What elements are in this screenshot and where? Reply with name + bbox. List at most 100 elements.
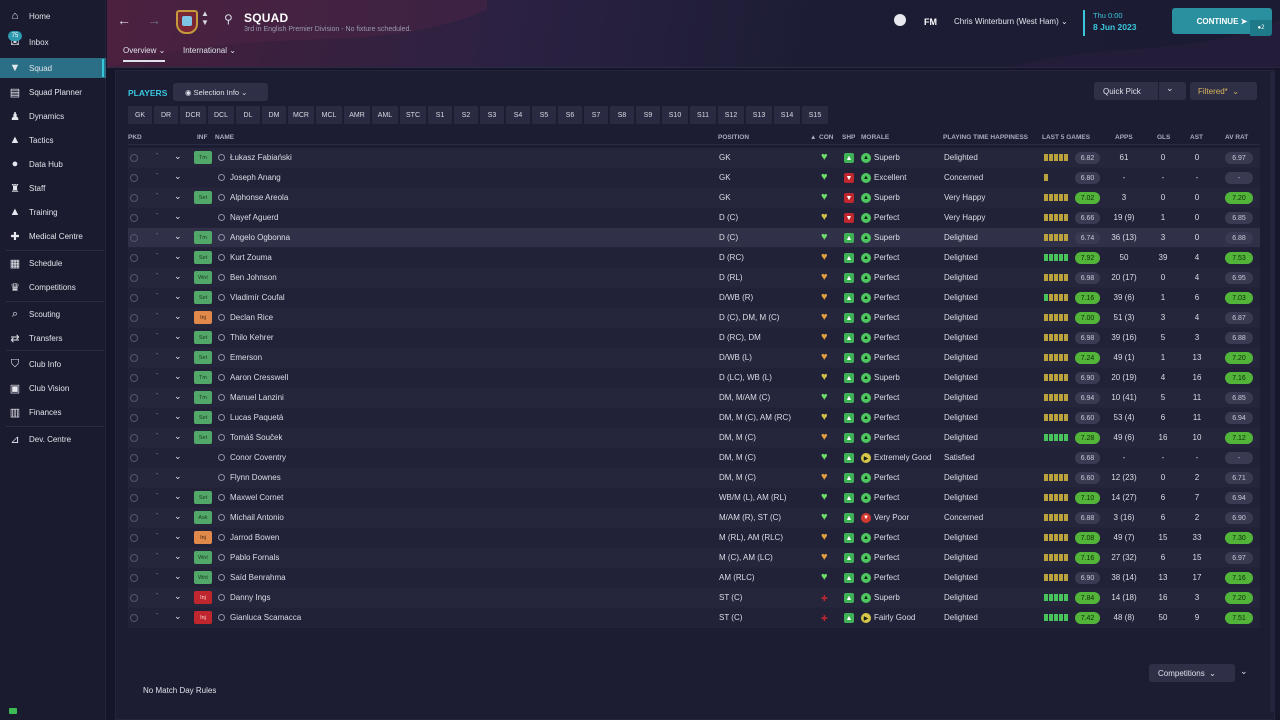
col-last5[interactable]: LAST 5 GAMES <box>1042 134 1091 141</box>
tab-overview[interactable]: Overview ⌄ <box>123 46 166 62</box>
picked-toggle[interactable] <box>130 454 138 462</box>
info-badge[interactable]: Wnt <box>194 271 212 284</box>
table-row[interactable]: - ⌄ Wnt Pablo Fornals M (C), AM (LC) ♥ ▲ ▲ Perfe… <box>128 548 1260 568</box>
chevron-down-icon[interactable]: ⌄ <box>174 551 182 561</box>
chevron-down-icon[interactable]: ⌄ <box>174 251 182 261</box>
sidebar-item-inbox[interactable]: ✉ Inbox <box>0 32 106 52</box>
info-badge[interactable]: Tm <box>194 151 212 164</box>
player-name[interactable]: Maxwel Cornet <box>230 493 284 502</box>
picked-toggle[interactable] <box>130 314 138 322</box>
player-name[interactable]: Saïd Benrahma <box>230 573 286 582</box>
player-name[interactable]: Flynn Downes <box>230 473 281 482</box>
player-name[interactable]: Aaron Cresswell <box>230 373 289 382</box>
info-badge[interactable]: Inj <box>194 311 212 324</box>
table-row[interactable]: - ⌄ Set Emerson D/WB (L) ♥ ▲ ▲ Perfect Delighted 7… <box>128 348 1260 368</box>
player-name[interactable]: Pablo Fornals <box>230 553 280 562</box>
player-name[interactable]: Jarrod Bowen <box>230 533 280 542</box>
chevron-down-icon[interactable]: ⌄ <box>174 351 182 361</box>
info-badge[interactable]: Wnt <box>194 551 212 564</box>
position-filter-aml[interactable]: AML <box>372 106 398 124</box>
player-name[interactable]: Joseph Anang <box>230 173 281 182</box>
position-filter-s12[interactable]: S12 <box>718 106 744 124</box>
table-row[interactable]: - ⌄ Set Maxwel Cornet WB/M (L), AM (RL) ♥ ▲ ▲ Pe… <box>128 488 1260 508</box>
search-icon[interactable]: ⚲ <box>224 12 233 26</box>
picked-toggle[interactable] <box>130 274 138 282</box>
position-filter-s9[interactable]: S9 <box>636 106 660 124</box>
player-name[interactable]: Angelo Ogbonna <box>230 233 291 242</box>
chevron-down-icon[interactable]: ⌄ <box>174 511 182 521</box>
table-row[interactable]: - ⌄ Inj Declan Rice D (C), DM, M (C) ♥ ▲ ▲ Perfe… <box>128 308 1260 328</box>
sidebar-item-schedule[interactable]: ▦ Schedule <box>0 253 106 273</box>
player-name[interactable]: Ben Johnson <box>230 273 277 282</box>
sidebar-item-finances[interactable]: ▥ Finances <box>0 402 106 422</box>
col-con[interactable]: CON <box>819 134 834 141</box>
player-name[interactable]: Nayef Aguerd <box>230 213 279 222</box>
table-row[interactable]: - ⌄ Tm Aaron Cresswell D (LC), WB (L) ♥ ▲ ▲ Supe… <box>128 368 1260 388</box>
chevron-down-icon[interactable]: ⌄ <box>174 231 182 241</box>
sidebar-item-squad[interactable]: ▼ Squad <box>0 58 106 78</box>
col-pkd[interactable]: PKD <box>128 134 142 141</box>
col-shp[interactable]: SHP <box>842 134 856 141</box>
chevron-down-icon[interactable]: ⌄ <box>1240 666 1248 676</box>
info-badge[interactable]: Tm <box>194 371 212 384</box>
continue-queue-count[interactable]: ● 2 <box>1250 20 1272 36</box>
table-row[interactable]: - ⌄ Set Vladimír Coufal D/WB (R) ♥ ▲ ▲ Perfect De… <box>128 288 1260 308</box>
chevron-down-icon[interactable]: ⌄ <box>174 571 182 581</box>
picked-toggle[interactable] <box>130 494 138 502</box>
table-row[interactable]: - ⌄ Conor Coventry DM, M (C) ♥ ▲ ▶ Extremely Go… <box>128 448 1260 468</box>
sidebar-item-staff[interactable]: ♜ Staff <box>0 178 106 198</box>
info-badge[interactable]: Inj <box>194 591 212 604</box>
col-morale[interactable]: MORALE <box>861 134 890 141</box>
position-filter-gk[interactable]: GK <box>128 106 152 124</box>
club-crest-icon[interactable] <box>176 10 198 34</box>
table-row[interactable]: - ⌄ Wnt Ben Johnson D (RL) ♥ ▲ ▲ Perfect Delighte… <box>128 268 1260 288</box>
player-name[interactable]: Lucas Paquetá <box>230 413 284 422</box>
position-filter-s15[interactable]: S15 <box>802 106 828 124</box>
chevron-down-icon[interactable]: ⌄ <box>174 431 182 441</box>
player-name[interactable]: Thilo Kehrer <box>230 333 274 342</box>
player-name[interactable]: Conor Coventry <box>230 453 287 462</box>
table-row[interactable]: - ⌄ Tm Łukasz Fabiański GK ♥ ▲ ▲ Superb Delighted… <box>128 148 1260 168</box>
info-badge[interactable]: Tm <box>194 231 212 244</box>
sidebar-item-club-vision[interactable]: ▣ Club Vision <box>0 378 106 398</box>
manager-menu[interactable]: Chris Winterburn (West Ham) ⌄ <box>954 17 1068 26</box>
position-filter-s11[interactable]: S11 <box>690 106 716 124</box>
info-badge[interactable]: Wnt <box>194 571 212 584</box>
player-name[interactable]: Danny Ings <box>230 593 271 602</box>
forward-arrow-icon[interactable]: → <box>147 12 161 28</box>
position-filter-s3[interactable]: S3 <box>480 106 504 124</box>
table-row[interactable]: - ⌄ Nayef Aguerd D (C) ♥ ▼ ▲ Perfect Very Happy 6… <box>128 208 1260 228</box>
chevron-down-icon[interactable]: ⌄ <box>174 471 182 481</box>
chevron-down-icon[interactable]: ⌄ <box>174 191 182 201</box>
position-filter-dm[interactable]: DM <box>262 106 286 124</box>
chevron-down-icon[interactable]: ⌄ <box>174 331 182 341</box>
position-filter-s2[interactable]: S2 <box>454 106 478 124</box>
picked-toggle[interactable] <box>130 434 138 442</box>
picked-toggle[interactable] <box>130 214 138 222</box>
col-avrat[interactable]: AV RAT <box>1225 134 1249 141</box>
table-row[interactable]: - ⌄ Flynn Downes DM, M (C) ♥ ▲ ▲ Perfect Delight… <box>128 468 1260 488</box>
player-name[interactable]: Alphonse Areola <box>230 193 289 202</box>
position-filter-s6[interactable]: S6 <box>558 106 582 124</box>
table-row[interactable]: - ⌄ Tm Manuel Lanzini DM, M/AM (C) ♥ ▲ ▲ Perfect… <box>128 388 1260 408</box>
sidebar-item-competitions[interactable]: ♛ Competitions <box>0 277 106 297</box>
picked-toggle[interactable] <box>130 354 138 362</box>
sidebar-item-medical-centre[interactable]: ✚ Medical Centre <box>0 226 106 246</box>
chevron-down-icon[interactable]: ⌄ <box>174 531 182 541</box>
picked-toggle[interactable] <box>130 574 138 582</box>
chevron-down-icon[interactable]: ⌄ <box>174 211 182 221</box>
table-row[interactable]: - ⌄ Set Kurt Zouma D (RC) ♥ ▲ ▲ Perfect Delighted… <box>128 248 1260 268</box>
table-row[interactable]: - ⌄ Set Tomáš Souček DM, M (C) ♥ ▲ ▲ Perfect Deli… <box>128 428 1260 448</box>
crest-switch-icon[interactable]: ▲ ▼ <box>201 9 209 27</box>
player-name[interactable]: Łukasz Fabiański <box>230 153 292 162</box>
chevron-down-icon[interactable]: ⌄ <box>174 391 182 401</box>
picked-toggle[interactable] <box>130 414 138 422</box>
chevron-down-icon[interactable]: ⌄ <box>174 611 182 621</box>
picked-toggle[interactable] <box>130 194 138 202</box>
col-apps[interactable]: APPS <box>1115 134 1133 141</box>
chevron-down-icon[interactable]: ⌄ <box>174 371 182 381</box>
picked-toggle[interactable] <box>130 294 138 302</box>
info-badge[interactable]: Set <box>194 291 212 304</box>
scrollbar[interactable] <box>1270 72 1274 712</box>
table-row[interactable]: - ⌄ Inj Gianluca Scamacca ST (C) ✚ ▲ ▶ Fairly Go… <box>128 608 1260 628</box>
